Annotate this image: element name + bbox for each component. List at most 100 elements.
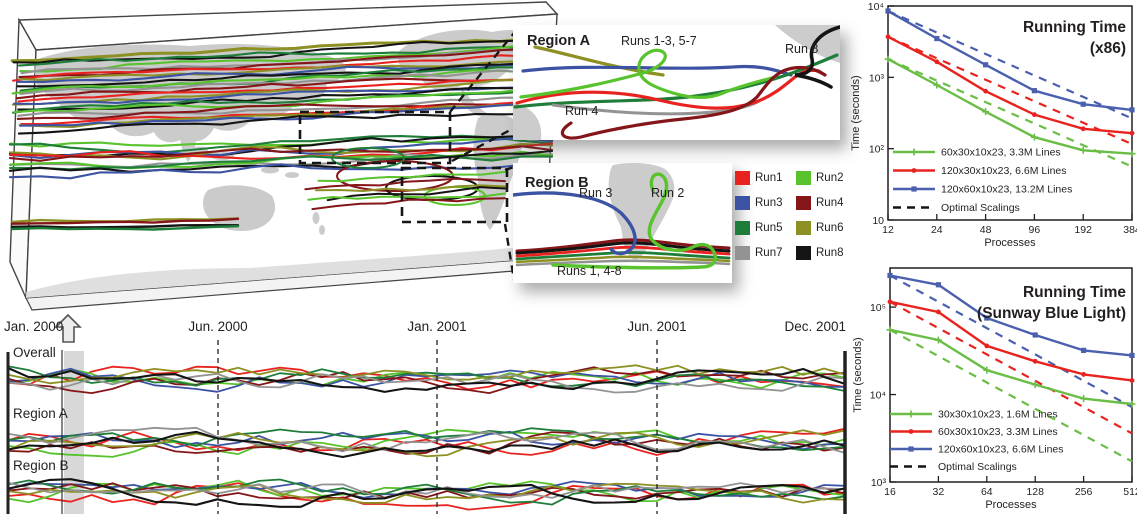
legend-label: Run3 bbox=[755, 196, 783, 209]
region-b-box bbox=[400, 166, 509, 224]
legend-item-run3: Run3 bbox=[735, 195, 790, 210]
legend-swatch bbox=[796, 195, 811, 210]
x-tick-label: 512 bbox=[1123, 486, 1137, 498]
legend-swatch bbox=[735, 195, 750, 210]
leader-line-b2 bbox=[503, 223, 516, 281]
timeline-grid bbox=[6, 340, 847, 514]
chart-legend: 60x30x10x23, 3.3M Lines 120x30x10x23, 6.6… bbox=[893, 147, 1072, 214]
inset-region-b: Region B Run 3 Run 2 Runs 1, 4-8 bbox=[513, 163, 732, 283]
legend-item-run6: Run6 bbox=[796, 220, 851, 235]
legend-swatch bbox=[735, 245, 750, 260]
legend-swatch bbox=[735, 220, 750, 235]
chart-legend: 30x30x10x23, 1.6M Lines 60x30x10x23, 3.3M… bbox=[890, 409, 1064, 473]
inset-region-a: Region A Runs 1-3, 5-7 Run 8 Run 4 bbox=[513, 25, 840, 140]
optimal-line-2 bbox=[889, 274, 1133, 409]
legend-swatch bbox=[796, 220, 811, 235]
x-tick-label: 32 bbox=[933, 486, 945, 498]
region-b-runs-label: Runs 1, 4-8 bbox=[557, 264, 622, 278]
streamlines bbox=[8, 34, 554, 231]
legend-label: Run7 bbox=[755, 246, 783, 259]
y-tick-label: 10³ bbox=[871, 477, 887, 489]
series-lines bbox=[884, 8, 1136, 158]
y-tick-label: 10 bbox=[872, 215, 884, 227]
date-label-dec-2001: Dec. 2001 bbox=[784, 319, 846, 334]
series-line-2 bbox=[887, 9, 1133, 112]
legend-swatch bbox=[796, 170, 811, 185]
leader-line-a2 bbox=[451, 126, 515, 163]
x-tick-label: 128 bbox=[1026, 486, 1044, 498]
chart-legend-label: 60x30x10x23, 3.3M Lines bbox=[941, 147, 1061, 159]
region-b-title: Region B bbox=[525, 175, 589, 191]
chart-title: Running Time bbox=[1023, 19, 1126, 36]
chart-legend-label: 120x60x10x23, 13.2M Lines bbox=[941, 184, 1072, 196]
region-a-run8-label: Run 8 bbox=[785, 42, 818, 56]
x-axis-label: Processes bbox=[985, 499, 1037, 511]
region-a-land-left bbox=[513, 103, 542, 140]
chart-legend-label: 120x30x10x23, 6.6M Lines bbox=[941, 165, 1067, 177]
chart-subtitle: (Sunway Blue Light) bbox=[977, 305, 1126, 322]
legend-item-run8: Run8 bbox=[796, 245, 851, 260]
optimal-line-1 bbox=[889, 300, 1133, 435]
legend-label: Run6 bbox=[816, 221, 844, 234]
y-tick-label: 10³ bbox=[869, 72, 885, 84]
region-b-land-south-america bbox=[608, 163, 675, 260]
timeline-band-overall bbox=[6, 364, 847, 395]
x-tick-label: 24 bbox=[931, 224, 943, 236]
series-line-2 bbox=[889, 274, 1133, 357]
chart-legend-label: 30x30x10x23, 1.6M Lines bbox=[938, 409, 1058, 421]
series-line-1 bbox=[889, 300, 1133, 382]
time-cursor-arrow-icon bbox=[54, 313, 82, 343]
region-a-runs-label: Runs 1-3, 5-7 bbox=[621, 34, 697, 48]
leader-line-b1 bbox=[504, 165, 515, 172]
landmass-antarctica bbox=[26, 247, 545, 298]
chart-legend-label: Optimal Scalings bbox=[938, 461, 1017, 473]
legend-label: Run4 bbox=[816, 196, 844, 209]
timeline-band-region-a bbox=[6, 426, 847, 459]
legend-item-run5: Run5 bbox=[735, 220, 790, 235]
legend-item-run4: Run4 bbox=[796, 195, 851, 210]
region-b-map: Region B Run 3 Run 2 Runs 1, 4-8 bbox=[513, 163, 731, 278]
y-tick-label: 10⁵ bbox=[870, 302, 886, 314]
row-label-region-a: Region A bbox=[13, 406, 68, 421]
chart-subtitle: (x86) bbox=[1090, 40, 1126, 57]
optimal-scaling-lines bbox=[889, 274, 1133, 463]
region-a-map: Region A Runs 1-3, 5-7 Run 8 Run 4 bbox=[513, 25, 840, 140]
timeline-series bbox=[6, 364, 847, 511]
x-tick-label: 48 bbox=[980, 224, 992, 236]
legend-item-run2: Run2 bbox=[796, 170, 851, 185]
x-tick-label: 256 bbox=[1075, 486, 1093, 498]
timeline-panel: Jan. 2000 Jun. 2000 Jan. 2001 Jun. 2001 … bbox=[4, 313, 847, 514]
chart-legend-label: 60x30x10x23, 3.3M Lines bbox=[938, 426, 1058, 438]
legend-item-run7: Run7 bbox=[735, 245, 790, 260]
landmass-central-america bbox=[460, 88, 492, 118]
x-tick-label: 384 bbox=[1123, 224, 1137, 236]
region-b-run3-label: Run 3 bbox=[579, 186, 612, 200]
leader-line-a1 bbox=[449, 32, 515, 113]
chart-legend-label: 120x60x10x23, 6.6M Lines bbox=[938, 444, 1064, 456]
y-axis-label: Time (seconds) bbox=[850, 75, 862, 150]
date-label-jan-2001: Jan. 2001 bbox=[407, 319, 466, 334]
row-label-overall: Overall bbox=[13, 345, 56, 360]
region-a-title: Region A bbox=[527, 33, 591, 49]
chart-title: Running Time bbox=[1023, 284, 1126, 301]
x-tick-label: 12 bbox=[882, 224, 894, 236]
series-line-0 bbox=[887, 58, 1133, 155]
y-tick-label: 10² bbox=[869, 144, 885, 156]
timeline-band-region-b bbox=[6, 478, 847, 511]
x-axis-label: Processes bbox=[984, 237, 1036, 249]
legend-label: Run2 bbox=[816, 171, 844, 184]
legend-label: Run1 bbox=[755, 171, 783, 184]
y-tick-label: 10⁴ bbox=[868, 1, 884, 13]
region-markers bbox=[298, 32, 516, 281]
legend-item-run1: Run1 bbox=[735, 170, 790, 185]
series-line-1 bbox=[887, 35, 1133, 135]
legend-label: Run5 bbox=[755, 221, 783, 234]
y-axis-label: Time (seconds) bbox=[852, 337, 864, 412]
x-tick-label: 96 bbox=[1029, 224, 1041, 236]
y-tick-label: 10⁴ bbox=[870, 390, 886, 402]
series-line-0 bbox=[889, 328, 1133, 406]
